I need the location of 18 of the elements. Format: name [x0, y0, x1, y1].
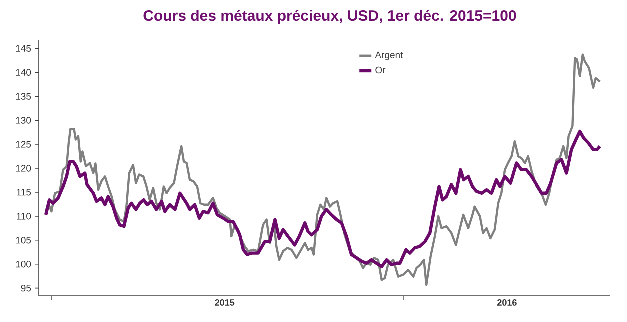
- y-tick-label: 115: [17, 189, 32, 196]
- x-tick-label: 2016: [498, 300, 517, 306]
- y-tick-label: 130: [16, 117, 32, 124]
- y-tick-label: 140: [16, 69, 32, 76]
- legend-label: Argent: [375, 52, 404, 60]
- line-series: [44, 54, 602, 286]
- y-tick-label: 120: [16, 165, 32, 172]
- line-series: [44, 130, 602, 268]
- x-tick-label: 2015: [215, 300, 235, 306]
- y-tick-label: 95: [21, 284, 32, 292]
- chart-title: Cours des métaux précieux, USD, 1er déc. 2015=100: [144, 10, 516, 24]
- y-tick-label: 145: [16, 45, 32, 52]
- y-tick-label: 135: [16, 93, 32, 100]
- legend-label: Or: [376, 66, 386, 74]
- y-tick-label: 105: [16, 237, 32, 244]
- y-tick-label: 110: [17, 213, 32, 220]
- y-tick-label: 125: [16, 141, 32, 148]
- y-tick-label: 100: [16, 260, 32, 268]
